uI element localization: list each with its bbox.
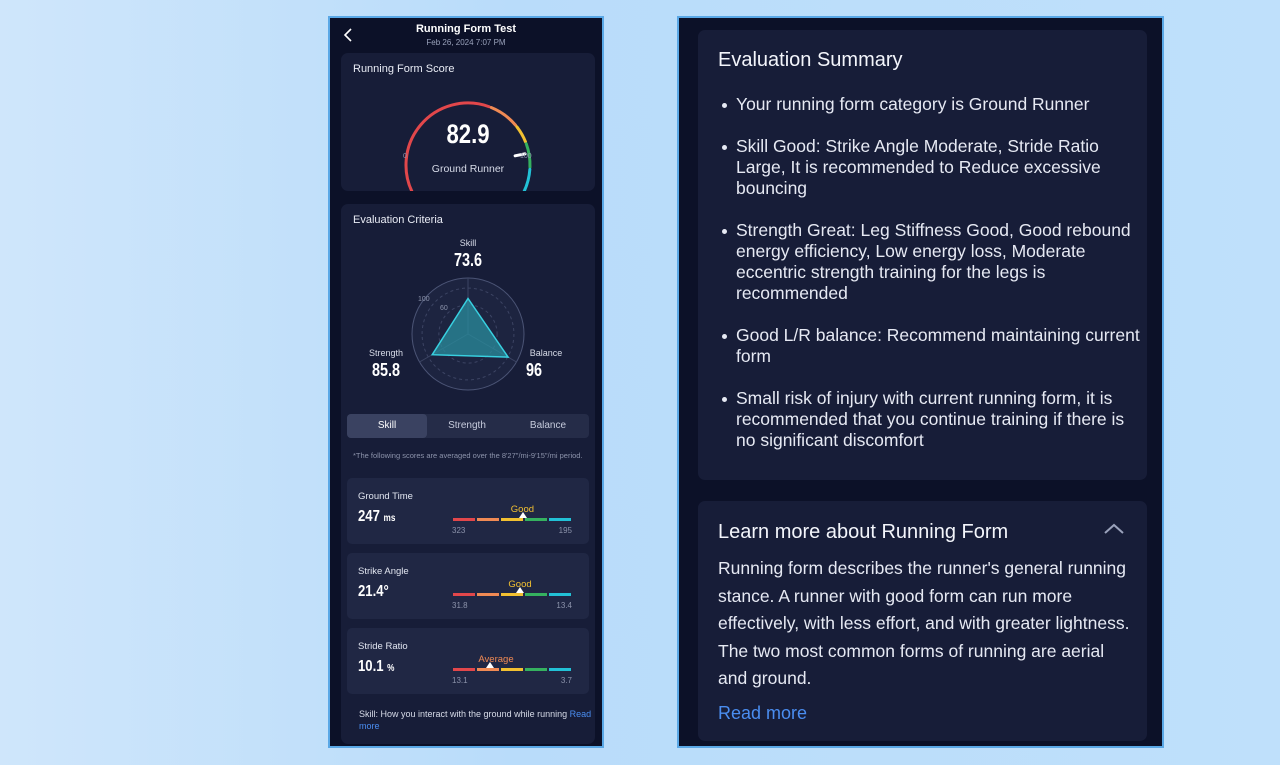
chevron-up-icon[interactable] bbox=[1102, 521, 1126, 535]
metric-value: 10.1 bbox=[358, 658, 384, 675]
skill-label: Skill bbox=[459, 238, 477, 248]
metric-strike-angle: Strike Angle 21.4° Good 31.8 13.4 bbox=[347, 553, 589, 619]
score-card-title: Running Form Score bbox=[353, 63, 455, 75]
metric-right-end: 3.7 bbox=[560, 676, 572, 685]
metric-bar bbox=[452, 512, 572, 521]
gauge-arc-yellow bbox=[515, 125, 527, 144]
radar-ring-label-100: 100 bbox=[418, 296, 430, 303]
metric-value: 247 bbox=[358, 508, 380, 525]
tab-skill[interactable]: Skill bbox=[347, 414, 427, 438]
evaluation-summary-card: Evaluation Summary Your running form cat… bbox=[698, 30, 1147, 480]
metric-value-wrap: 10.1 % bbox=[358, 658, 394, 676]
page-title: Running Form Test bbox=[415, 23, 516, 35]
metric-unit: ms bbox=[383, 513, 396, 524]
radar-chart bbox=[411, 277, 525, 391]
metric-left-end: 31.8 bbox=[452, 601, 468, 610]
metric-bar bbox=[452, 662, 572, 671]
bar-segment bbox=[549, 593, 571, 596]
runner-category: Ground Runner bbox=[431, 163, 505, 175]
gauge-needle bbox=[513, 152, 527, 158]
bar-segment bbox=[549, 518, 571, 521]
gauge-arc-cyan bbox=[522, 167, 532, 191]
metric-left-end: 13.1 bbox=[452, 676, 468, 685]
gauge-arc-green bbox=[524, 142, 532, 169]
metric-rating: Good bbox=[508, 579, 532, 590]
balance-value: 96 bbox=[525, 360, 543, 380]
radar-area bbox=[430, 297, 510, 358]
summary-bullet: Your running form category is Ground Run… bbox=[722, 94, 1144, 115]
metric-stride-ratio: Stride Ratio 10.1 % Average 13.1 3.7 bbox=[347, 628, 589, 694]
skill-footnote: Skill: How you interact with the ground … bbox=[359, 708, 595, 732]
radar-ring-60 bbox=[438, 304, 498, 364]
bar-segment bbox=[525, 668, 547, 671]
criteria-tabs: Skill Strength Balance bbox=[347, 414, 589, 438]
tab-balance[interactable]: Balance bbox=[529, 420, 567, 431]
back-chevron-icon[interactable] bbox=[342, 28, 356, 42]
metric-bar bbox=[452, 587, 572, 596]
bar-marker bbox=[516, 587, 525, 593]
metric-unit: % bbox=[387, 663, 395, 674]
evaluation-summary-screen: Evaluation Summary Your running form cat… bbox=[677, 16, 1164, 748]
summary-bullet: Skill Good: Strike Angle Moderate, Strid… bbox=[722, 136, 1144, 199]
metric-value-wrap: 247 ms bbox=[358, 508, 395, 526]
criteria-title: Evaluation Criteria bbox=[353, 214, 443, 226]
metric-value: 21.4° bbox=[358, 583, 389, 600]
bar-segment bbox=[525, 518, 547, 521]
metric-ground-time: Ground Time 247 ms Good 323 195 bbox=[347, 478, 589, 544]
gauge-arc-red bbox=[404, 101, 491, 191]
metric-name: Stride Ratio bbox=[358, 641, 408, 652]
score-value: 82.9 bbox=[446, 119, 490, 149]
metric-name: Strike Angle bbox=[358, 566, 409, 577]
bar-segment bbox=[477, 668, 499, 671]
evaluation-criteria-card: Evaluation Criteria Skill 73.6 Strength … bbox=[341, 204, 595, 744]
bar-segment bbox=[453, 593, 475, 596]
summary-bullet: Small risk of injury with current runnin… bbox=[722, 388, 1144, 451]
metric-rating: Average bbox=[478, 654, 514, 665]
radar-ring-label-60: 60 bbox=[440, 305, 448, 312]
pace-note: *The following scores are averaged over … bbox=[353, 451, 583, 460]
gauge-min-label: 0 bbox=[403, 153, 407, 160]
learn-read-more-link[interactable]: Read more bbox=[718, 703, 808, 723]
summary-bullet: Strength Great: Leg Stiffness Good, Good… bbox=[722, 220, 1144, 304]
gauge-arc-orange bbox=[489, 106, 517, 127]
running-form-score-card: Running Form Score 82.9 Ground Runner 0 … bbox=[341, 53, 595, 191]
bar-segment bbox=[501, 518, 523, 521]
metric-value-wrap: 21.4° bbox=[358, 583, 389, 601]
balance-label: Balance bbox=[529, 348, 563, 358]
bar-segment bbox=[453, 668, 475, 671]
summary-list: Your running form category is Ground Run… bbox=[710, 94, 1144, 472]
bar-segment bbox=[477, 593, 499, 596]
metric-right-end: 13.4 bbox=[556, 601, 572, 610]
skill-value: 73.6 bbox=[453, 250, 483, 270]
metric-rating: Good bbox=[510, 504, 535, 515]
bar-segment bbox=[453, 518, 475, 521]
bar-marker bbox=[518, 512, 527, 518]
metric-name: Ground Time bbox=[358, 491, 413, 502]
learn-title: Learn more about Running Form bbox=[718, 521, 1009, 543]
bar-marker bbox=[486, 662, 495, 668]
bar-segment bbox=[549, 668, 571, 671]
bar-segment bbox=[477, 518, 499, 521]
metric-left-end: 323 bbox=[452, 526, 466, 535]
bar-segment bbox=[525, 593, 547, 596]
tab-strength[interactable]: Strength bbox=[448, 420, 486, 431]
strength-label: Strength bbox=[368, 348, 404, 358]
running-form-screen: Running Form Test Feb 26, 2024 7:07 PM R… bbox=[328, 16, 604, 748]
footnote-text: Skill: How you interact with the ground … bbox=[359, 709, 570, 719]
learn-text: Running form describes the runner's gene… bbox=[718, 558, 1130, 688]
test-date: Feb 26, 2024 7:07 PM bbox=[426, 38, 506, 47]
gauge-max-label: 100 bbox=[520, 153, 532, 160]
bar-segment bbox=[501, 593, 523, 596]
metric-right-end: 195 bbox=[558, 526, 572, 535]
summary-bullet: Good L/R balance: Recommend maintaining … bbox=[722, 325, 1144, 367]
bar-segment bbox=[501, 668, 523, 671]
score-gauge bbox=[404, 101, 532, 191]
summary-title: Evaluation Summary bbox=[718, 49, 903, 71]
strength-value: 85.8 bbox=[371, 360, 401, 380]
read-more-link[interactable]: Read more bbox=[359, 709, 592, 731]
learn-more-card: Learn more about Running Form Running fo… bbox=[698, 501, 1147, 741]
